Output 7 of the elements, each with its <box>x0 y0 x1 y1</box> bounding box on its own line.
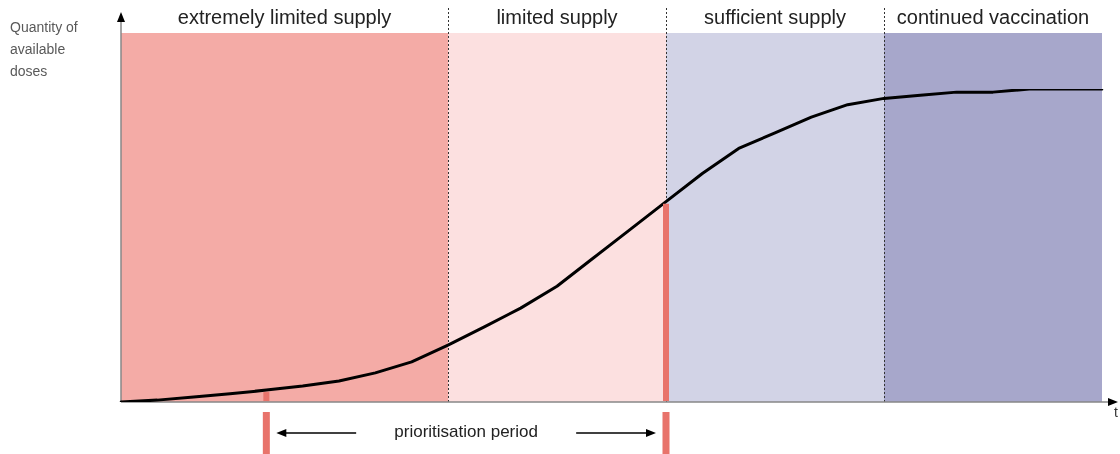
text: sufficient supply <box>703 6 847 29</box>
text: limited supply <box>495 6 619 29</box>
text: prioritisation period <box>388 422 544 441</box>
x-axis-title: t <box>1114 404 1118 420</box>
text: continued vaccination <box>895 6 1091 29</box>
y-axis-title: Quantity of available doses <box>10 18 79 81</box>
text: extremely limited supply <box>176 6 393 29</box>
